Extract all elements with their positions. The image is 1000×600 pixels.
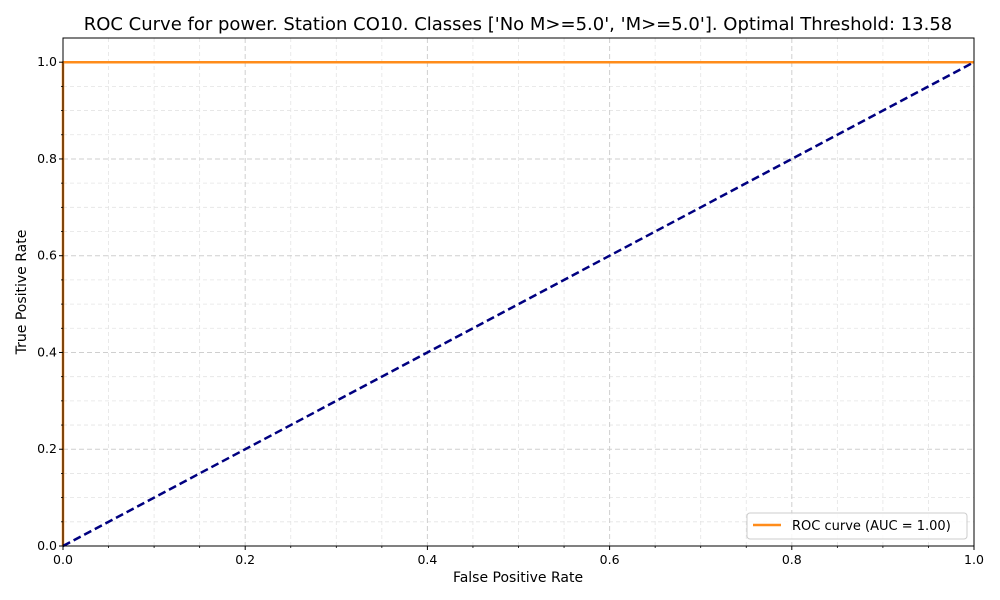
x-axis-label: False Positive Rate	[453, 570, 583, 586]
x-tick-label: 0.6	[600, 552, 620, 567]
x-tick-label: 0.2	[235, 552, 255, 567]
chart-title: ROC Curve for power. Station CO10. Class…	[84, 14, 953, 35]
y-tick-label: 0.8	[37, 151, 57, 166]
y-tick-label: 0.0	[37, 538, 57, 553]
x-tick-label: 0.4	[417, 552, 437, 567]
x-tick-label: 0.8	[782, 552, 802, 567]
x-tick-label: 0.0	[53, 552, 73, 567]
y-tick-label: 0.2	[37, 441, 57, 456]
legend-label-roc: ROC curve (AUC = 1.00)	[792, 519, 951, 534]
ticks: 0.0 0.2 0.4 0.6 0.8 1.0 0.0 0.2 0.4 0.6 0.8 1.0	[37, 54, 984, 567]
y-axis-label: True Positive Rate	[14, 230, 30, 356]
x-tick-label: 1.0	[964, 552, 984, 567]
grid	[62, 37, 975, 547]
chance-diagonal-line	[62, 61, 975, 548]
y-tick-label: 1.0	[37, 54, 57, 69]
y-tick-label: 0.6	[37, 248, 57, 263]
legend-box	[746, 512, 968, 540]
y-tick-label: 0.4	[37, 344, 57, 359]
legend: ROC curve (AUC = 1.00)	[746, 512, 968, 540]
